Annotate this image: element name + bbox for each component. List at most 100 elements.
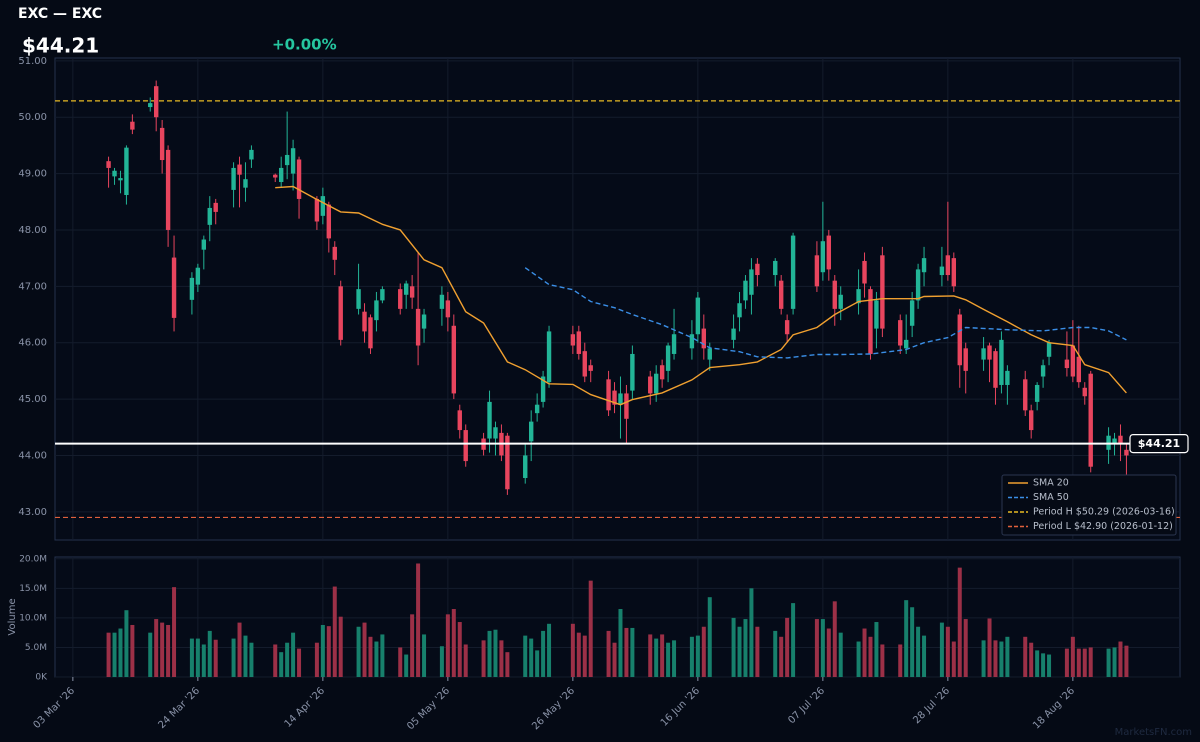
candle-body <box>195 267 201 285</box>
candle-body <box>701 328 707 349</box>
volume-bar <box>285 642 290 677</box>
candle-body <box>528 421 534 442</box>
candle-body <box>439 294 445 309</box>
volume-bar <box>1118 641 1123 677</box>
volume-bar <box>535 650 540 677</box>
legend-label: SMA 50 <box>1033 492 1069 503</box>
volume-bar <box>856 641 861 677</box>
volume-bar <box>707 597 712 677</box>
candle-body <box>130 121 135 130</box>
volume-bar <box>213 639 218 677</box>
watermark: MarketsFN.com <box>1115 727 1192 738</box>
candle-body <box>231 167 236 190</box>
volume-bar <box>166 624 171 677</box>
volume-bar <box>874 622 879 677</box>
volume-bar <box>981 640 986 677</box>
candle-body <box>374 300 379 321</box>
volume-bar <box>832 601 837 677</box>
volume-tick-label: 5.0M <box>25 643 47 653</box>
candle-body <box>1005 370 1010 385</box>
candle-body <box>273 174 278 178</box>
y-tick-label: 45.00 <box>18 394 47 405</box>
volume-bar <box>838 632 843 677</box>
candle-body <box>588 365 593 371</box>
volume-bar <box>755 626 760 677</box>
volume-bar <box>1112 647 1117 677</box>
candle-body <box>540 376 546 402</box>
volume-bar <box>112 632 117 677</box>
candle-body <box>576 331 582 354</box>
candle-body <box>296 159 302 199</box>
volume-bar <box>951 641 956 677</box>
candle-body <box>118 178 123 181</box>
volume-bar <box>868 636 873 677</box>
candle-body <box>689 334 695 349</box>
candle-body <box>909 300 915 326</box>
volume-tick-label: 15.0M <box>19 584 47 594</box>
candle-body <box>409 286 415 298</box>
candle-body <box>737 303 742 318</box>
volume-bar <box>547 623 552 677</box>
candle-body <box>606 379 611 411</box>
volume-bar <box>1124 645 1129 677</box>
volume-bar <box>172 587 177 677</box>
volume-bar <box>279 652 284 677</box>
chart-title: EXC — EXC <box>18 6 102 22</box>
volume-bar <box>749 588 754 677</box>
volume-bar <box>1005 636 1010 677</box>
volume-bar <box>1082 648 1087 677</box>
candle-body <box>826 235 832 270</box>
volume-bar <box>249 642 254 677</box>
candle-body <box>284 154 290 166</box>
volume-bar <box>273 644 278 677</box>
volume-bar <box>701 626 706 677</box>
candle-body <box>106 161 111 168</box>
volume-bar <box>612 642 617 677</box>
candle-body <box>862 260 867 284</box>
candle-body <box>362 311 367 332</box>
volume-bar <box>410 614 415 677</box>
candle-body <box>1028 410 1034 431</box>
volume-bar <box>939 622 944 677</box>
volume-bar <box>237 622 242 677</box>
y-tick-label: 50.00 <box>18 112 47 123</box>
volume-bar <box>314 642 319 677</box>
volume-bar <box>130 624 135 677</box>
candle-body <box>148 103 153 108</box>
volume-bar <box>660 634 665 677</box>
volume-tick-label: 10.0M <box>19 613 47 623</box>
candle-body <box>993 351 998 388</box>
volume-bar <box>380 634 385 677</box>
volume-bar <box>880 644 885 677</box>
y-tick-label: 48.00 <box>18 225 47 236</box>
candle-body <box>1082 387 1087 397</box>
volume-bar <box>963 619 968 677</box>
volume-bar <box>791 603 796 677</box>
candle-body <box>278 167 284 183</box>
candle-body <box>338 286 343 340</box>
candle-body <box>820 241 826 273</box>
candle-body <box>243 179 248 188</box>
volume-bar <box>439 646 444 677</box>
volume-bar <box>957 567 962 677</box>
candle-body <box>249 149 254 160</box>
volume-bar <box>320 624 325 677</box>
candle-body <box>987 345 992 360</box>
volume-bar <box>291 632 296 677</box>
volume-bar <box>541 630 546 677</box>
candle-body <box>534 404 540 414</box>
candle-body <box>165 149 171 230</box>
candle-body <box>1064 359 1070 369</box>
candle-body <box>695 297 701 335</box>
candle-body <box>159 127 165 161</box>
volume-bar <box>1047 654 1052 677</box>
candle-body <box>463 430 468 462</box>
volume-bar <box>1023 636 1028 677</box>
candle-body <box>124 147 129 195</box>
candle-body <box>963 348 968 371</box>
volume-bar <box>422 634 427 677</box>
candle-body <box>868 289 873 354</box>
volume-bar <box>404 654 409 677</box>
price-change: +0.00% <box>272 36 337 54</box>
